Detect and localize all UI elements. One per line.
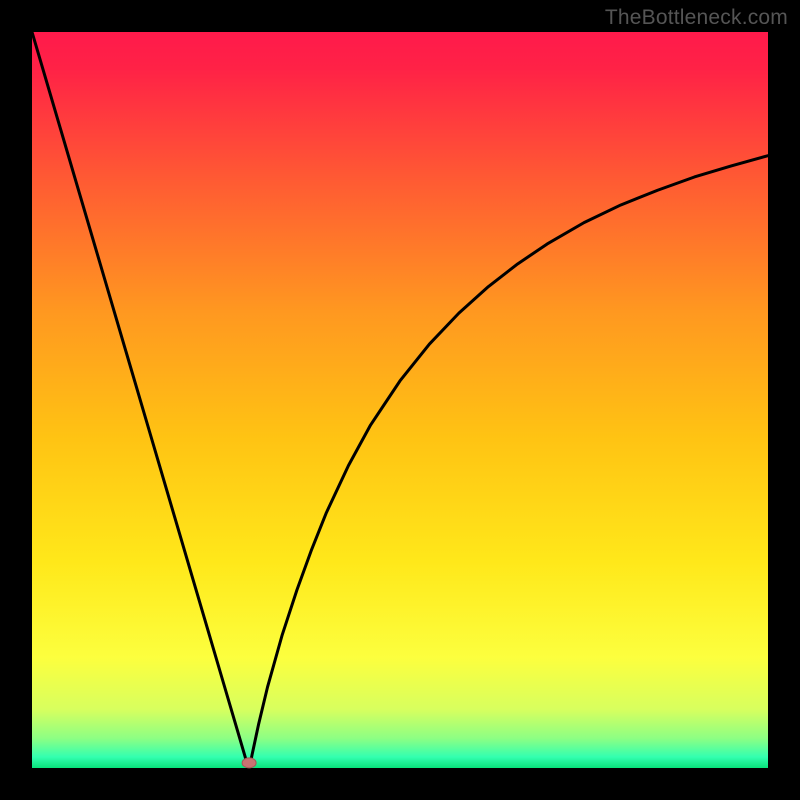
bottleneck-curve [32, 32, 768, 768]
curve-path [32, 32, 768, 768]
watermark-text: TheBottleneck.com [605, 6, 788, 30]
plot-area [32, 32, 768, 768]
chart-container: TheBottleneck.com [0, 0, 800, 800]
optimum-marker [242, 758, 256, 768]
